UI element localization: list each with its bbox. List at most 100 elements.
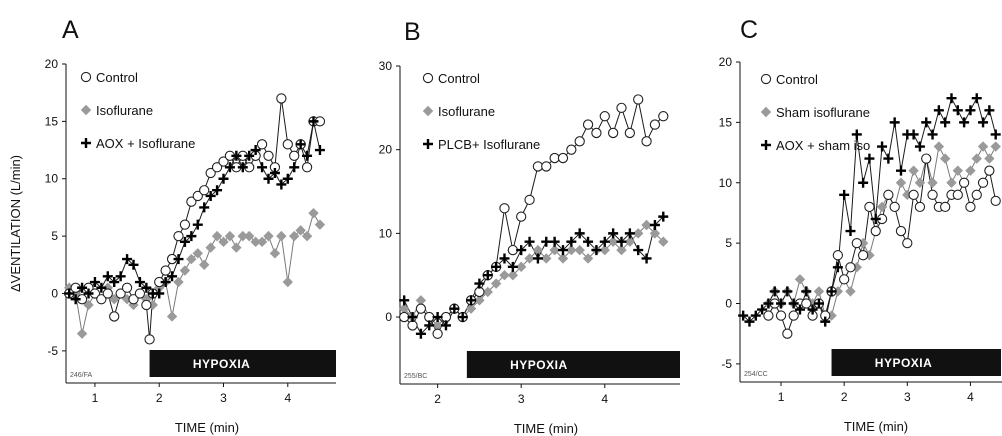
data-point <box>257 162 268 173</box>
data-point <box>269 248 281 259</box>
data-point <box>474 286 485 298</box>
data-point <box>965 105 976 116</box>
data-point <box>524 236 535 247</box>
data-point <box>591 245 602 256</box>
data-point <box>250 145 261 156</box>
data-point <box>990 141 1001 152</box>
data-point <box>813 298 824 309</box>
hypoxia-bar <box>149 350 336 377</box>
data-point <box>927 129 938 140</box>
data-point <box>179 219 191 230</box>
data-point <box>763 298 774 309</box>
data-point <box>599 111 610 122</box>
data-point <box>474 278 485 289</box>
data-point <box>77 282 88 293</box>
data-point <box>115 288 126 299</box>
data-point <box>244 150 255 161</box>
data-point <box>70 294 81 305</box>
data-point <box>83 288 94 299</box>
data-point <box>102 271 113 282</box>
data-point <box>641 253 652 264</box>
data-point <box>984 165 995 176</box>
data-point <box>914 141 925 152</box>
data-point <box>933 141 945 152</box>
legend-marker <box>760 106 772 118</box>
data-point <box>549 244 560 256</box>
data-point <box>895 225 907 237</box>
data-point <box>516 245 527 256</box>
hypoxia-label: HYPOXIA <box>875 356 933 370</box>
data-point <box>769 286 780 297</box>
data-point <box>173 254 184 265</box>
data-point <box>857 237 869 249</box>
data-point <box>940 117 951 128</box>
data-point <box>864 201 875 213</box>
y-tick-label: 10 <box>719 176 733 190</box>
data-point <box>965 201 976 213</box>
data-point <box>211 162 223 173</box>
data-point <box>289 230 300 242</box>
data-point <box>308 207 319 219</box>
data-point <box>921 117 932 128</box>
subject-code: 255/BC <box>404 373 427 380</box>
data-point <box>499 270 510 281</box>
data-point <box>649 228 661 239</box>
data-point <box>269 168 280 179</box>
data-point <box>96 294 107 305</box>
x-tick-label: 4 <box>967 390 974 404</box>
y-tick-label: 10 <box>379 226 393 240</box>
data-point <box>971 93 982 104</box>
data-point <box>641 136 652 147</box>
data-point <box>276 179 287 190</box>
data-point <box>231 242 242 253</box>
data-point <box>399 295 410 306</box>
y-tick-label: 20 <box>379 143 393 157</box>
data-point <box>582 119 594 130</box>
data-point <box>109 311 120 322</box>
data-point <box>883 153 894 164</box>
data-point <box>616 236 627 247</box>
data-point <box>224 230 236 242</box>
y-tick-label: 20 <box>719 55 733 69</box>
data-point <box>432 312 443 323</box>
data-point <box>608 228 619 239</box>
data-point <box>482 286 493 298</box>
legend-marker <box>80 71 92 83</box>
y-tick-label: 30 <box>379 59 393 73</box>
x-tick-label: 4 <box>284 391 291 405</box>
data-point <box>407 320 418 331</box>
data-point <box>524 194 535 206</box>
data-point <box>927 177 938 188</box>
data-point <box>532 253 543 264</box>
data-point <box>782 328 793 339</box>
data-point <box>776 298 787 309</box>
data-point <box>256 139 268 150</box>
subject-code: 246/FA <box>70 372 93 379</box>
data-point <box>591 127 602 139</box>
x-tick-label: 3 <box>518 392 525 406</box>
series-line-plus <box>68 121 321 300</box>
x-tick-label: 4 <box>601 392 608 406</box>
legend: Control Sham isoflurane AOX + sham iso <box>760 72 870 153</box>
data-point <box>959 117 970 128</box>
data-point <box>607 236 619 247</box>
data-point <box>491 261 502 272</box>
data-point <box>490 278 502 289</box>
data-point <box>801 298 812 309</box>
legend-entry: Control <box>96 70 138 85</box>
data-point <box>566 236 577 247</box>
data-point <box>466 295 477 306</box>
data-point <box>839 189 850 200</box>
data-point <box>616 102 627 113</box>
data-point <box>582 253 594 264</box>
data-point <box>282 139 293 150</box>
x-tick-label: 2 <box>434 392 441 406</box>
data-point <box>399 311 410 323</box>
data-point <box>96 282 107 293</box>
y-tick-label: -5 <box>47 344 58 358</box>
data-point <box>199 202 210 213</box>
data-point <box>424 311 435 323</box>
panel-letter: B <box>404 18 421 46</box>
data-point <box>415 328 426 339</box>
